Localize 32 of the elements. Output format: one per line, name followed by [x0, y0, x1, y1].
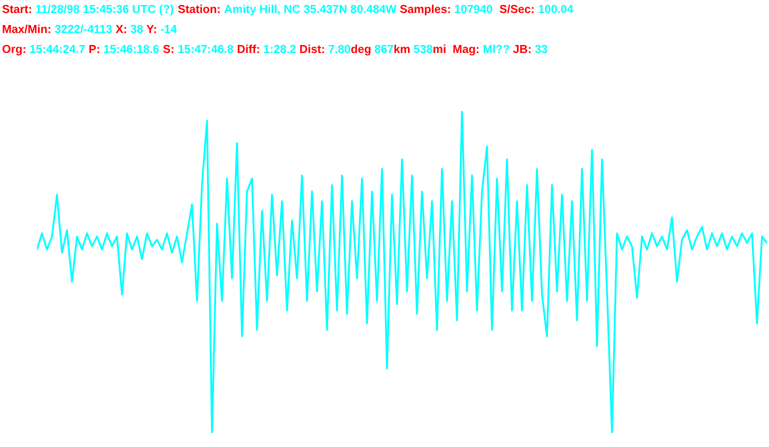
text: Amity Hill, NC 35.437N 80.484W: [224, 4, 396, 16]
text: mi Mag:: [434, 44, 478, 56]
text: 3222/-4113: [54, 24, 112, 34]
text: 11/28/98 15:45:36 UTC (?): [36, 4, 174, 16]
text: Org:: [2, 44, 26, 56]
text: Dist:: [300, 44, 324, 54]
text: 7.80: [328, 44, 350, 54]
text: 1:28.2: [264, 44, 296, 54]
text: Max/Min:: [2, 24, 50, 34]
text: X:: [116, 25, 126, 33]
text: 107940: [454, 4, 492, 14]
text: 100.04: [538, 4, 574, 14]
text: 15:47:46.8: [178, 44, 234, 54]
text: 38: [130, 24, 143, 34]
text: Y:: [146, 25, 156, 33]
text: Station:: [178, 4, 220, 14]
text: -14: [160, 25, 177, 33]
text: P:: [89, 45, 100, 53]
text: 33: [535, 44, 548, 54]
text: 15:46:18.6: [104, 44, 159, 54]
text: Diff:: [238, 44, 259, 53]
text: deg: [351, 44, 370, 56]
text: S:: [163, 44, 174, 54]
text: Start:: [2, 4, 31, 14]
text: Ml??: [484, 44, 510, 53]
text: S/Sec:: [500, 4, 534, 14]
text: km: [394, 44, 410, 53]
text: Samples:: [400, 4, 450, 16]
text: 538: [414, 44, 432, 54]
text: 15:44:24.7: [30, 44, 85, 54]
text: JB:: [513, 45, 530, 54]
text: 867: [374, 44, 394, 54]
